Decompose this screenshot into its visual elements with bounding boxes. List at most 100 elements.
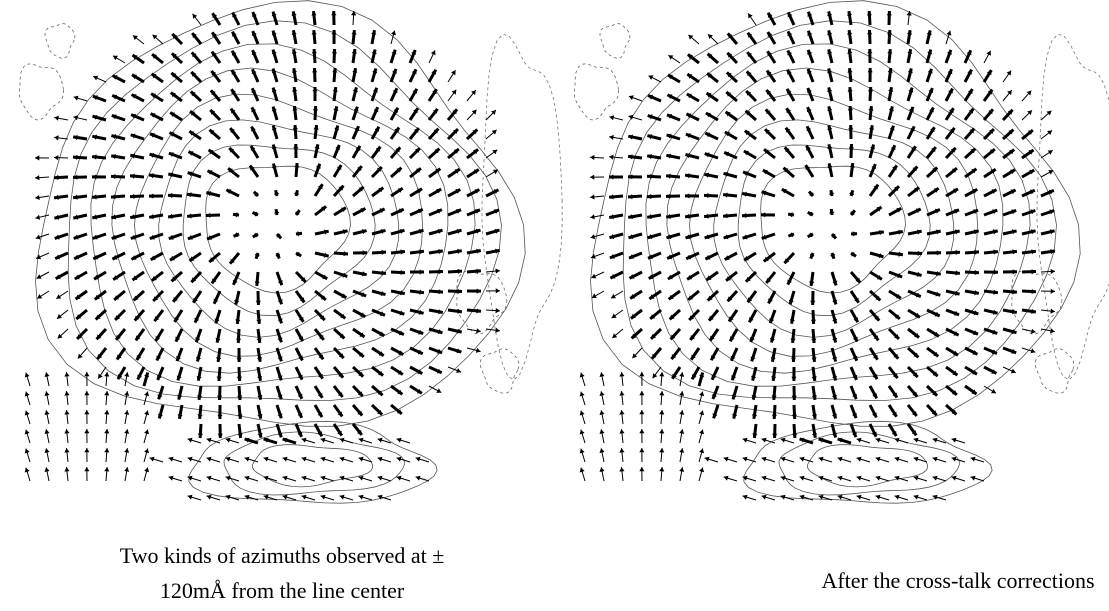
arrow-head <box>679 372 684 377</box>
contour <box>744 421 992 503</box>
arrow-head <box>84 448 89 452</box>
arrow-head <box>679 467 684 472</box>
arrow-head <box>312 68 317 72</box>
arrow-head <box>590 155 595 160</box>
arrow-head <box>111 174 115 179</box>
contour <box>1012 271 1062 334</box>
arrow-head <box>653 373 658 378</box>
arrow-head <box>600 429 605 434</box>
arrow-head <box>54 135 59 140</box>
arrow-head <box>256 301 261 305</box>
arrow-head <box>64 467 69 472</box>
arrow-head <box>600 391 605 396</box>
contour <box>112 68 448 373</box>
arrow-head <box>590 194 595 199</box>
arrow-head <box>45 391 50 396</box>
contour <box>457 271 507 334</box>
arrow-head <box>811 320 816 324</box>
arrow-head <box>867 11 872 15</box>
contour <box>19 64 63 120</box>
arrow-head <box>867 49 872 53</box>
arrow-head <box>619 391 624 396</box>
arrow-head <box>666 194 670 199</box>
arrow-head <box>994 270 998 275</box>
arrow-head <box>124 467 129 472</box>
contour <box>714 120 954 338</box>
arrow-head <box>401 270 405 275</box>
arrow-head <box>699 411 704 416</box>
arrow-head <box>130 194 134 199</box>
arrow-head <box>619 372 624 377</box>
contour <box>189 421 437 503</box>
arrow-head <box>792 415 797 419</box>
arrow-head <box>659 467 664 472</box>
arrow-head <box>679 410 684 415</box>
arrow-head <box>206 213 210 218</box>
arrow-head <box>124 410 129 415</box>
arrow-head <box>45 429 50 434</box>
arrow-head <box>149 194 153 199</box>
arrow-head <box>104 467 109 472</box>
arrow-head <box>848 125 853 129</box>
contour <box>480 349 519 394</box>
arrow-head <box>600 467 605 472</box>
contour <box>574 64 618 120</box>
arrow-head <box>659 410 664 415</box>
arrow-head <box>452 90 457 95</box>
arrow-head <box>35 195 40 200</box>
arrow-head <box>124 391 129 396</box>
arrow-head <box>458 289 462 294</box>
arrow-head <box>679 448 684 453</box>
contour <box>159 120 399 338</box>
arrow-head <box>699 430 704 435</box>
arrow-head <box>218 434 223 438</box>
arrow-head <box>639 391 644 395</box>
arrow-head <box>193 14 198 19</box>
arrow-head <box>344 251 349 256</box>
magnetogram-left <box>19 1 562 504</box>
arrow-head <box>704 193 708 198</box>
arrow-head <box>975 270 979 275</box>
arrow-head <box>600 448 605 453</box>
arrow-head <box>496 288 500 293</box>
arrow-head <box>45 410 50 415</box>
arrow-head <box>853 231 857 236</box>
magnetogram-right <box>574 1 1109 504</box>
arrow-head <box>104 410 109 415</box>
arrow-head <box>104 429 109 434</box>
arrow-head <box>351 11 356 16</box>
arrow-head <box>217 415 222 419</box>
arrow-head <box>92 174 96 179</box>
arrow-head <box>1007 71 1012 76</box>
arrow-head <box>104 372 109 377</box>
arrow-head <box>975 250 980 255</box>
arrow-head <box>391 31 396 36</box>
arrow-head <box>668 55 673 60</box>
arrow-head <box>313 106 318 110</box>
arrow-head <box>54 155 58 160</box>
arrow-head <box>45 467 50 472</box>
contour <box>646 44 1030 386</box>
arrow-head <box>647 174 651 179</box>
arrow-head <box>45 448 50 453</box>
arrow-head <box>64 391 69 396</box>
arrow-head <box>956 250 960 255</box>
arrow-head <box>600 410 605 415</box>
arrow-head <box>590 175 594 180</box>
arrow-head <box>1050 328 1055 333</box>
arrow-head <box>918 251 922 256</box>
arrow-head <box>600 372 605 377</box>
arrow-head <box>659 429 664 434</box>
arrow-head <box>84 467 89 471</box>
arrow-head <box>495 268 500 273</box>
arrow-head <box>144 468 149 473</box>
contour <box>623 21 1056 401</box>
arrow-head <box>217 377 222 382</box>
arrow-head <box>477 289 481 294</box>
arrow-head <box>772 415 777 419</box>
arrow-head <box>293 125 298 130</box>
arrow-head <box>1051 289 1055 294</box>
contour <box>600 24 630 59</box>
arrow-head <box>84 372 89 376</box>
arrow-head <box>492 150 497 155</box>
